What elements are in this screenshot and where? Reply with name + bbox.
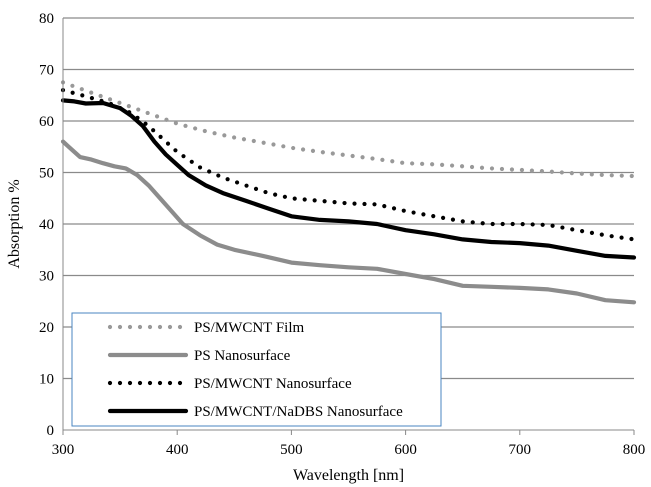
axes xyxy=(62,18,634,431)
y-tick-label: 30 xyxy=(39,269,54,285)
series-line-4 xyxy=(60,98,637,260)
legend-label-1: PS/MWCNT Film xyxy=(194,320,305,336)
y-axis-title: Absorption % xyxy=(6,179,23,268)
legend-label-2: PS Nanosurface xyxy=(194,348,291,364)
y-tick-label: 80 xyxy=(39,11,54,27)
legend-items: PS/MWCNT Film PS Nanosurface PS/MWCNT Nano… xyxy=(107,320,403,420)
series-line-1 xyxy=(60,80,637,179)
y-tick-label: 10 xyxy=(39,372,54,388)
legend-label-4: PS/MWCNT/NaDBS Nanosurface xyxy=(194,404,403,420)
x-tick-label: 700 xyxy=(509,442,532,458)
x-tick-label: 800 xyxy=(623,442,646,458)
x-tick-label: 400 xyxy=(166,442,189,458)
series-layer xyxy=(60,80,637,305)
y-tick-label: 40 xyxy=(39,217,54,233)
y-tick-labels: 0 10 20 30 40 50 60 70 80 xyxy=(39,11,54,439)
x-axis-title: Wavelength [nm] xyxy=(293,467,404,484)
y-tick-label: 50 xyxy=(39,166,54,182)
x-tick-label: 300 xyxy=(52,442,75,458)
y-tick-label: 60 xyxy=(39,114,54,130)
series-line-3 xyxy=(60,87,637,242)
x-tick-label: 600 xyxy=(394,442,417,458)
legend-label-3: PS/MWCNT Nanosurface xyxy=(194,376,352,392)
series-line-2 xyxy=(60,139,637,305)
y-tick-label: 0 xyxy=(47,423,55,439)
legend-box xyxy=(71,312,442,427)
legend: PS/MWCNT Film PS Nanosurface PS/MWCNT Nano… xyxy=(71,312,442,427)
y-tick-label: 70 xyxy=(39,63,54,79)
x-tick-labels: 300 400 500 600 700 800 xyxy=(52,430,646,458)
x-tick-label: 500 xyxy=(280,442,303,458)
y-tick-label: 20 xyxy=(39,320,54,336)
